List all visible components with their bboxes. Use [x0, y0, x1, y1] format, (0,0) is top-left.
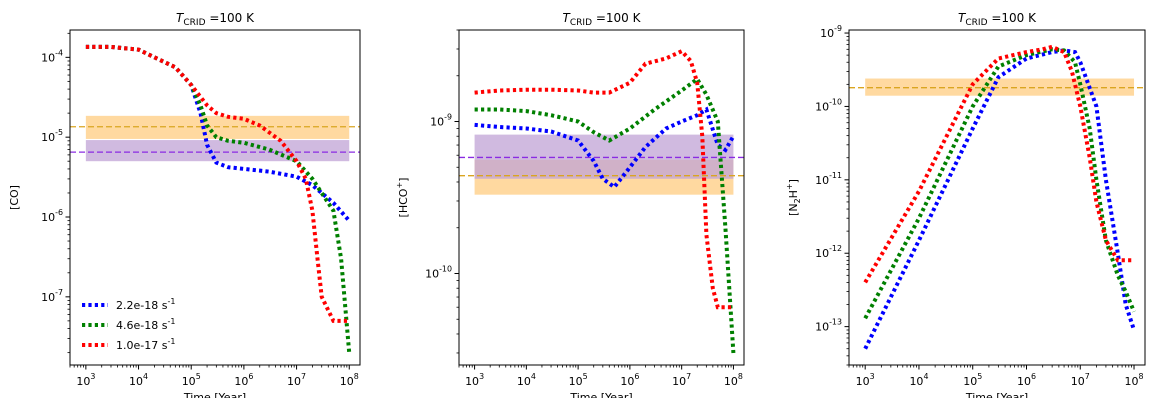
x-axis-label: Time [Year]: [569, 391, 632, 398]
y-tick-label: 10-6: [41, 208, 63, 224]
x-tick-label: 106: [234, 372, 253, 388]
legend-label-2: 4.6e-18 s-1: [116, 317, 175, 332]
x-tick-label: 108: [1125, 372, 1144, 388]
y-axis-label: [HCO+]: [395, 178, 410, 218]
series-line-1: [863, 48, 1136, 350]
error-band-1: [865, 78, 1135, 96]
x-tick-label: 104: [517, 372, 536, 388]
series-line-3: [474, 48, 734, 310]
series-line-2: [474, 76, 736, 354]
y-tick-label: 10-7: [41, 288, 63, 304]
series-line-3: [85, 44, 350, 323]
legend: 2.2e-18 s-1 4.6e-18 s-1 1.0e-17 s-1: [82, 297, 175, 352]
chart-title: TCRID =100 K: [563, 11, 642, 28]
chart-panel-1: 103 104 105 106 107 108 10-7 10-6 10-5 10-4 TCRID …: [8, 11, 361, 398]
x-tick-label: 105: [182, 372, 201, 388]
y-tick-label: 10-10: [425, 264, 452, 280]
x-tick-label: 107: [287, 372, 306, 388]
error-band-2: [85, 140, 350, 162]
legend-label-3: 1.0e-17 s-1: [116, 337, 175, 352]
x-axis-label: Time [Year]: [183, 391, 246, 398]
y-tick-label: 10-12: [815, 244, 842, 260]
x-axis-label: Time [Year]: [965, 391, 1028, 398]
x-tick-label: 105: [569, 372, 588, 388]
x-tick-label: 103: [465, 372, 484, 388]
y-tick-label: 10-11: [815, 171, 842, 187]
axes-frame: [848, 29, 1146, 366]
y-tick-label: 10-4: [41, 48, 63, 64]
x-tick-label: 108: [724, 372, 743, 388]
y-tick-label: 10-9: [820, 24, 842, 40]
x-tick-label: 106: [620, 372, 639, 388]
axes-frame: [69, 29, 361, 366]
series-line-2: [85, 44, 352, 353]
series-line-3: [863, 44, 1134, 284]
chart-title: TCRID =100 K: [176, 11, 255, 28]
y-tick-label: 10-13: [815, 318, 842, 334]
chart-title: TCRID =100 K: [958, 11, 1037, 28]
error-band-2: [474, 134, 734, 179]
y-axis-label: [CO]: [8, 185, 21, 210]
x-tick-label: 103: [856, 372, 875, 388]
y-tick-label: 10-10: [815, 97, 842, 113]
y-axis-label: [N2H+]: [785, 179, 802, 216]
x-tick-label: 105: [963, 372, 982, 388]
x-tick-label: 103: [76, 372, 95, 388]
chart-panel-2: 103 104 105 106 107 108 10-10 10-9 TCRID =100 K T…: [395, 11, 745, 398]
x-tick-label: 107: [1071, 372, 1090, 388]
x-tick-label: 106: [1017, 372, 1036, 388]
chart-panel-3: 103 104 105 106 107 108 10-13 10-12 10-11 10-10 10…: [785, 11, 1146, 398]
x-tick-label: 108: [340, 372, 359, 388]
axes-frame: [458, 29, 745, 366]
x-tick-label: 104: [129, 372, 148, 388]
y-tick-label: 10-5: [41, 128, 63, 144]
series-line-1: [85, 44, 351, 223]
x-tick-label: 107: [672, 372, 691, 388]
x-tick-label: 104: [909, 372, 928, 388]
legend-label-1: 2.2e-18 s-1: [116, 297, 175, 312]
y-tick-label: 10-9: [430, 113, 452, 129]
